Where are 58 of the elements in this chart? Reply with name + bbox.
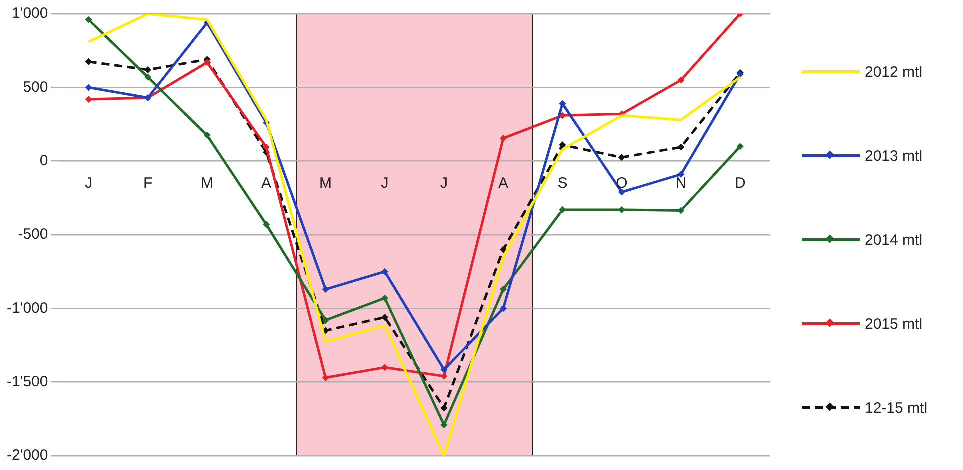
legend-label: 2012 mtl — [865, 64, 923, 80]
point — [85, 58, 92, 66]
point — [85, 84, 92, 92]
y-tick-label: -500 — [18, 226, 48, 244]
point — [322, 374, 330, 382]
point — [500, 305, 507, 312]
legend-label: 2014 mtl — [865, 232, 923, 248]
point — [382, 364, 388, 372]
point — [618, 188, 626, 196]
point — [144, 66, 152, 74]
point — [144, 74, 152, 81]
point — [559, 206, 566, 214]
legend-label: 2015 mtl — [865, 316, 923, 332]
point — [85, 96, 92, 103]
point — [322, 316, 330, 324]
point — [678, 207, 685, 214]
x-tick-label: O — [616, 174, 628, 192]
point — [559, 100, 566, 108]
y-tick-label: -1'500 — [6, 373, 48, 390]
legend-label: 12-15 mtl — [865, 400, 928, 416]
x-tick-label: S — [558, 174, 568, 192]
point — [500, 134, 507, 142]
x-tick-label: J — [440, 174, 448, 192]
point — [678, 144, 685, 151]
x-tick-label: A — [498, 174, 508, 192]
legend-label: 2013 mtl — [865, 148, 923, 164]
x-tick-label: F — [143, 174, 153, 192]
point — [322, 286, 330, 294]
point — [263, 221, 270, 228]
point — [500, 286, 507, 294]
x-tick-label: M — [201, 174, 214, 192]
point — [263, 144, 270, 151]
point — [382, 294, 388, 302]
y-tick-label: -1'000 — [6, 300, 48, 317]
x-tick-label: N — [676, 174, 687, 192]
point — [736, 143, 744, 150]
y-tick-label: 0 — [40, 152, 48, 170]
point — [500, 246, 507, 254]
point — [559, 142, 566, 149]
point — [618, 154, 626, 162]
x-tick-label: M — [320, 174, 332, 192]
point — [85, 16, 92, 24]
y-tick-label: 500 — [23, 78, 48, 96]
point — [382, 268, 388, 276]
point — [204, 132, 211, 140]
y-tick-label: -2'000 — [6, 447, 48, 464]
x-tick-label: D — [734, 174, 746, 192]
x-tick-label: J — [381, 174, 389, 192]
point — [204, 59, 211, 66]
y-tick-label: 1'000 — [12, 5, 48, 22]
point — [382, 314, 388, 322]
point — [440, 422, 448, 429]
point — [440, 404, 448, 412]
x-tick-label: J — [85, 174, 93, 192]
point — [440, 372, 448, 380]
point — [678, 76, 685, 84]
point — [440, 366, 448, 374]
x-tick-label: A — [262, 174, 272, 192]
